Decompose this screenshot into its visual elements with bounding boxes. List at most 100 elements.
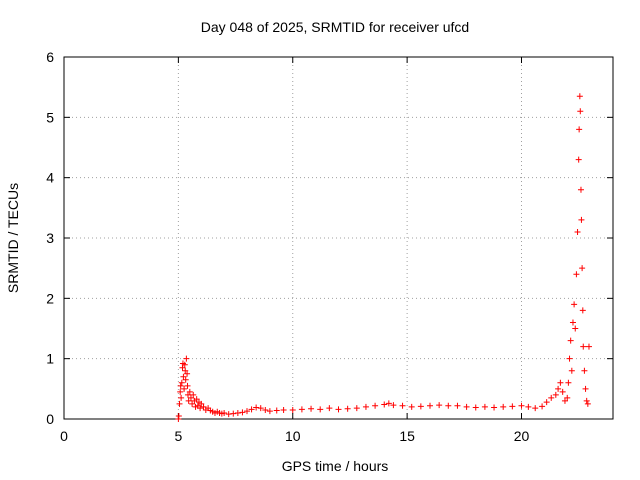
data-point xyxy=(182,376,189,383)
data-point xyxy=(572,325,579,332)
data-point xyxy=(500,403,507,410)
data-point xyxy=(568,367,575,374)
data-point xyxy=(253,404,260,411)
data-point xyxy=(248,406,255,413)
x-tick-label: 20 xyxy=(514,428,530,444)
data-point xyxy=(184,370,191,377)
data-point xyxy=(532,405,539,412)
data-points xyxy=(175,93,592,422)
data-point xyxy=(197,405,204,412)
data-point xyxy=(273,407,280,414)
data-point xyxy=(200,403,207,410)
data-point xyxy=(178,394,185,401)
data-point xyxy=(566,355,573,362)
data-point xyxy=(181,385,188,392)
data-point xyxy=(184,382,191,389)
data-point xyxy=(575,156,582,163)
data-point xyxy=(564,394,571,401)
data-point xyxy=(180,373,187,380)
data-point xyxy=(454,402,461,409)
chart-title: Day 048 of 2025, SRMTID for receiver ufc… xyxy=(201,19,469,35)
x-tick-label: 0 xyxy=(60,428,68,444)
data-point xyxy=(559,388,566,395)
data-point xyxy=(579,307,586,314)
data-point xyxy=(381,401,388,408)
data-point xyxy=(543,399,550,406)
data-point xyxy=(399,402,406,409)
data-point xyxy=(472,404,479,411)
data-point xyxy=(557,379,564,386)
x-tick-label: 15 xyxy=(399,428,415,444)
data-point xyxy=(183,355,190,362)
y-tick-label: 5 xyxy=(46,109,54,125)
data-point xyxy=(518,402,525,409)
data-point xyxy=(187,394,194,401)
y-tick-label: 4 xyxy=(46,170,54,186)
data-point xyxy=(567,337,574,344)
data-point xyxy=(576,126,583,133)
data-point xyxy=(555,385,562,392)
data-point xyxy=(576,93,583,100)
axis-ticks: 0 5 10 15 20 0 1 2 3 4 5 6 xyxy=(46,49,613,444)
data-point xyxy=(326,405,333,412)
data-point xyxy=(198,400,205,407)
y-tick-label: 0 xyxy=(46,411,54,427)
data-point xyxy=(184,391,191,398)
data-point xyxy=(317,406,324,413)
data-point xyxy=(582,385,589,392)
y-tick-label: 6 xyxy=(46,49,54,65)
data-point xyxy=(280,406,287,413)
data-point xyxy=(561,397,568,404)
data-point xyxy=(481,403,488,410)
data-point xyxy=(565,379,572,386)
y-axis-label: SRMTID / TECUs xyxy=(5,183,21,293)
data-point xyxy=(298,406,305,413)
data-point xyxy=(509,403,516,410)
data-point xyxy=(445,402,452,409)
data-point xyxy=(385,400,392,407)
data-point xyxy=(186,388,193,395)
data-point xyxy=(266,408,273,415)
x-tick-label: 5 xyxy=(174,428,182,444)
plot-frame xyxy=(63,56,614,420)
x-tick-label: 10 xyxy=(285,428,301,444)
data-point xyxy=(584,400,591,407)
data-point xyxy=(353,405,360,412)
data-point xyxy=(182,367,189,374)
data-point xyxy=(189,400,196,407)
data-point xyxy=(585,343,592,350)
data-point xyxy=(583,397,590,404)
data-point xyxy=(573,271,580,278)
data-point xyxy=(262,406,269,413)
data-point xyxy=(548,394,555,401)
data-point xyxy=(580,343,587,350)
data-point xyxy=(257,405,264,412)
data-point xyxy=(436,402,443,409)
data-point xyxy=(569,319,576,326)
data-point xyxy=(372,402,379,409)
data-point xyxy=(234,409,241,416)
data-point xyxy=(230,410,237,417)
data-point xyxy=(408,403,415,410)
data-point xyxy=(190,391,197,398)
data-point xyxy=(308,405,315,412)
data-point xyxy=(244,408,250,415)
grid-lines xyxy=(64,57,613,419)
data-point xyxy=(571,301,578,308)
data-point xyxy=(463,403,470,410)
x-axis-label: GPS time / hours xyxy=(282,458,389,474)
data-point xyxy=(344,405,351,412)
data-point xyxy=(552,391,559,398)
data-point xyxy=(176,400,183,407)
data-point xyxy=(178,379,185,386)
data-point xyxy=(539,403,546,410)
data-point xyxy=(225,411,232,418)
data-point xyxy=(578,216,585,223)
data-point xyxy=(577,186,584,193)
y-tick-label: 3 xyxy=(46,230,54,246)
data-point xyxy=(525,403,532,410)
data-point xyxy=(181,361,188,368)
y-tick-label: 2 xyxy=(46,290,54,306)
data-point xyxy=(335,406,342,413)
data-point xyxy=(177,382,184,389)
